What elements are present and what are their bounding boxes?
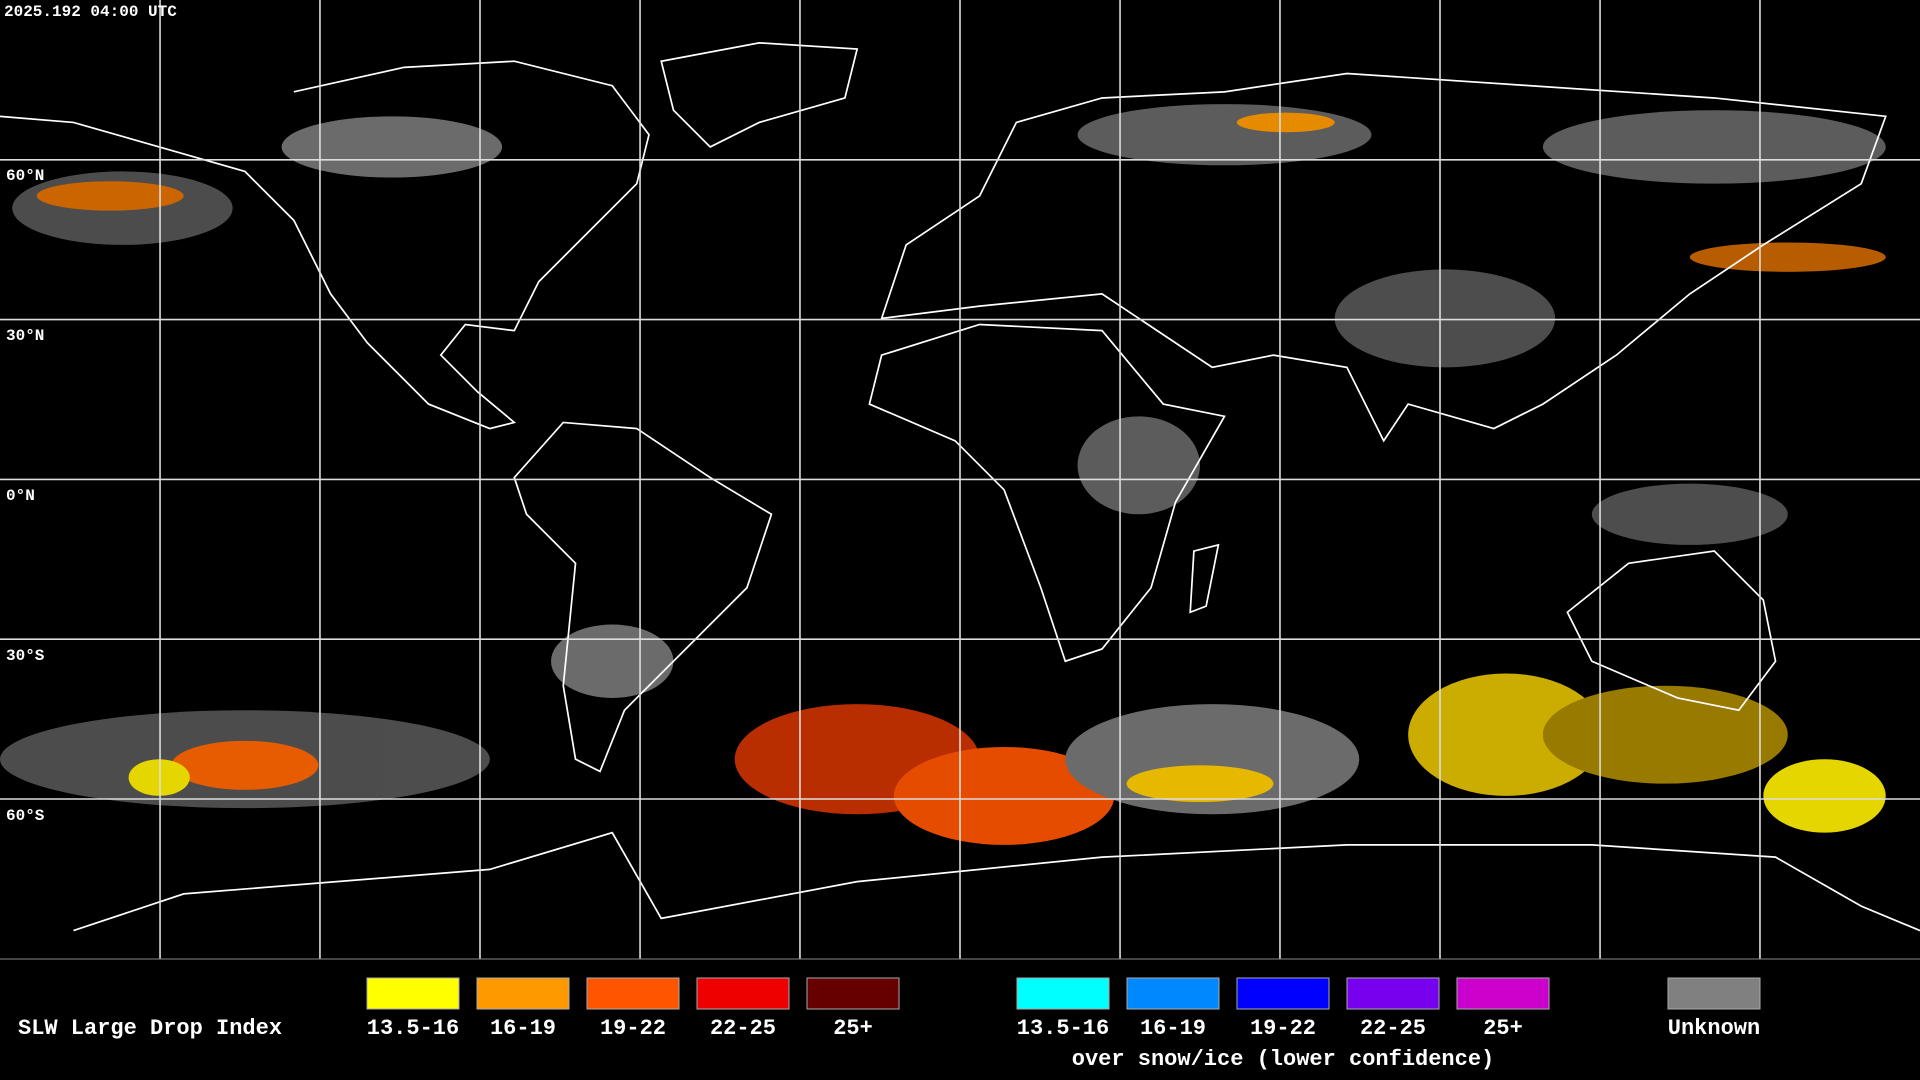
legend-swatch [1126, 977, 1220, 1010]
legend-label: 16-19 [1140, 1016, 1206, 1041]
legend-swatch [586, 977, 680, 1010]
snow-ice-note: over snow/ice (lower confidence) [1072, 1047, 1494, 1072]
legend-swatch [806, 977, 900, 1010]
legend-swatch [1456, 977, 1550, 1010]
map [0, 0, 1920, 959]
legend-label: 25+ [833, 1016, 873, 1041]
legend-title: SLW Large Drop Index [18, 1016, 282, 1041]
cloud-patches [0, 104, 1886, 845]
legend-label: Unknown [1668, 1016, 1760, 1041]
legend-swatch [366, 977, 460, 1010]
legend-label: 19-22 [600, 1016, 666, 1041]
coastlines [0, 41, 1920, 932]
legend: 13.5-16 16-19 19-22 22-25 25+ 13.5-16 16-19 19-… [366, 977, 1761, 1041]
timestamp: 2025.192 04:00 UTC [4, 3, 177, 21]
legend-swatch [1016, 977, 1110, 1010]
legend-label: 13.5-16 [367, 1016, 459, 1041]
legend-label: 19-22 [1250, 1016, 1316, 1041]
latitude-label: 60°S [6, 807, 45, 825]
legend-swatch [1667, 977, 1761, 1010]
latitude-label: 30°N [6, 327, 44, 345]
legend-label: 25+ [1483, 1016, 1523, 1041]
latitude-label: 30°S [6, 647, 45, 665]
legend-label: 22-25 [710, 1016, 776, 1041]
legend-label: 16-19 [490, 1016, 556, 1041]
legend-label: 22-25 [1360, 1016, 1426, 1041]
legend-swatch [1346, 977, 1440, 1010]
legend-label: 13.5-16 [1017, 1016, 1109, 1041]
latitude-label: 0°N [6, 487, 35, 505]
graticule [0, 0, 1920, 959]
legend-swatch [476, 977, 570, 1010]
legend-swatch [1236, 977, 1330, 1010]
legend-swatch [696, 977, 790, 1010]
latitude-labels: 60°N 30°N 0°N 30°S 60°S [6, 167, 45, 825]
latitude-label: 60°N [6, 167, 44, 185]
